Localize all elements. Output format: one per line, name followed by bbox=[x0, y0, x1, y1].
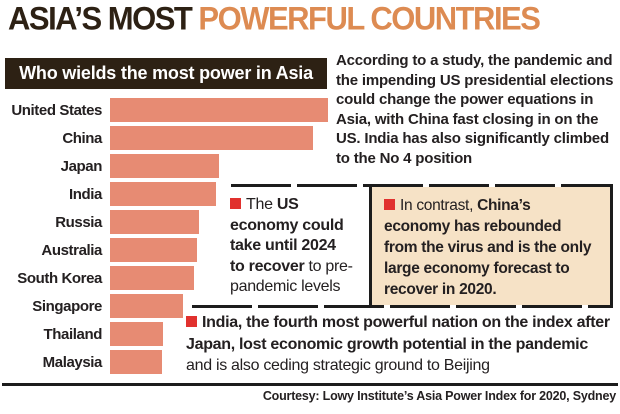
country-label: India bbox=[68, 185, 102, 203]
power-bar bbox=[110, 350, 162, 374]
chart-row: Malaysia bbox=[0, 350, 620, 374]
chart-row: China bbox=[0, 126, 620, 150]
country-label: Russia bbox=[55, 213, 102, 231]
power-bar bbox=[110, 154, 220, 178]
country-label: United States bbox=[11, 101, 102, 119]
country-label: Thailand bbox=[43, 325, 103, 343]
chart-header: Who wields the most power in Asia bbox=[5, 58, 327, 89]
power-bar bbox=[110, 238, 197, 262]
divider-top bbox=[231, 184, 613, 187]
country-label: Singapore bbox=[32, 297, 102, 315]
chart-row: India bbox=[0, 182, 620, 206]
power-bar bbox=[110, 126, 314, 150]
power-bar bbox=[110, 294, 184, 318]
china-callout-box: In contrast, China’s economy has rebound… bbox=[372, 187, 610, 305]
india-callout: India, the fourth most powerful nation o… bbox=[186, 312, 620, 377]
page-title: ASIA’S MOST POWERFUL COUNTRIES bbox=[8, 0, 541, 38]
power-bar bbox=[110, 182, 216, 206]
chart-row: Australia bbox=[0, 238, 620, 262]
power-bar bbox=[110, 210, 200, 234]
courtesy-line: Courtesy: Lowy Institute’s Asia Power In… bbox=[262, 389, 616, 403]
china-callout-bold: China’s economy has rebounded from the v… bbox=[384, 197, 592, 298]
bar-chart: United States China Japan India Russia Austra… bbox=[0, 98, 620, 378]
country-label: Australia bbox=[41, 241, 102, 259]
us-callout-lead: The bbox=[246, 196, 277, 213]
us-callout-tail: to pre- pandemic levels bbox=[230, 257, 353, 296]
chart-row: Thailand bbox=[0, 322, 620, 346]
power-bar bbox=[110, 98, 328, 122]
us-callout: The US economy could take until 2024 to … bbox=[230, 195, 380, 298]
chart-row: Japan bbox=[0, 154, 620, 178]
red-square-bullet bbox=[230, 198, 241, 209]
chart-row: South Korea bbox=[0, 266, 620, 290]
power-bar bbox=[110, 322, 164, 346]
chart-row: Russia bbox=[0, 210, 620, 234]
china-callout-right-border bbox=[610, 185, 613, 308]
intro-text: According to a study, the pandemic and t… bbox=[336, 52, 614, 167]
india-callout-tail: and is also ceding strategic ground to B… bbox=[186, 357, 490, 374]
chart-row: Singapore bbox=[0, 294, 620, 318]
country-label: South Korea bbox=[17, 269, 102, 287]
page-title-dark: ASIA’S MOST bbox=[8, 0, 199, 38]
red-square-bullet bbox=[384, 199, 395, 210]
power-bar bbox=[110, 266, 195, 290]
callout-divider bbox=[369, 185, 372, 308]
red-square-bullet bbox=[186, 316, 197, 327]
divider-bottom bbox=[192, 305, 613, 308]
india-callout-bold: India, the fourth most powerful nation o… bbox=[186, 314, 610, 353]
country-label: China bbox=[62, 129, 102, 147]
page-title-orange: POWERFUL COUNTRIES bbox=[198, 0, 541, 38]
us-callout-bold: US economy could take until 2024 to reco… bbox=[230, 196, 344, 275]
footer-rule bbox=[2, 383, 618, 386]
china-callout-lead: In contrast, bbox=[400, 197, 478, 214]
country-label: Japan bbox=[60, 157, 103, 175]
chart-row: United States bbox=[0, 98, 620, 122]
country-label: Malaysia bbox=[42, 353, 103, 371]
